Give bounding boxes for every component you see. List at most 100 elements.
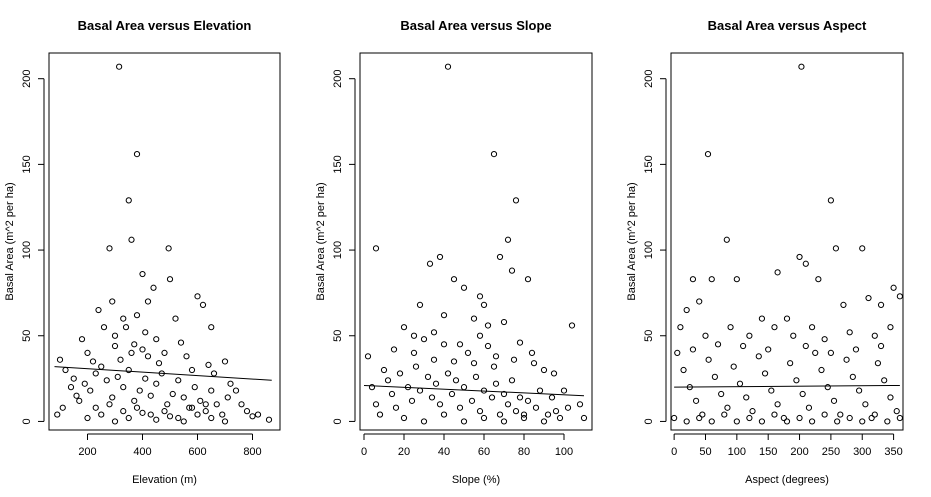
data-point (721, 411, 728, 418)
data-point (186, 404, 193, 411)
data-point (139, 409, 146, 416)
data-point (416, 387, 424, 394)
data-point (56, 356, 64, 363)
data-point (400, 324, 408, 331)
data-point (142, 375, 149, 382)
data-point (430, 356, 438, 363)
x-tick-label: 200 (78, 446, 96, 458)
data-point (213, 401, 220, 408)
data-point (724, 404, 731, 411)
data-point (871, 411, 878, 418)
data-point (460, 284, 468, 291)
data-point (504, 236, 512, 243)
data-point (452, 377, 460, 384)
data-point (372, 245, 380, 252)
data-point (740, 342, 747, 350)
regression-line (363, 384, 585, 397)
x-tick-label: 60 (478, 446, 490, 458)
data-point (771, 324, 778, 331)
data-point (128, 236, 135, 243)
data-point (122, 324, 130, 331)
data-point (202, 401, 209, 408)
data-point (837, 411, 844, 418)
data-point (153, 416, 160, 423)
data-point (150, 284, 157, 291)
data-point (67, 384, 75, 391)
data-point (508, 377, 516, 384)
data-point (205, 361, 212, 368)
data-point (723, 236, 730, 243)
y-axis-label: Basal Area (m^2 per ha) (315, 182, 327, 300)
data-point (87, 387, 94, 394)
data-point (460, 418, 468, 425)
data-point (476, 332, 484, 339)
data-point (488, 394, 496, 401)
data-point (128, 349, 135, 356)
data-point (840, 301, 847, 309)
data-point (824, 384, 831, 391)
data-point (410, 349, 418, 356)
data-point (714, 341, 722, 348)
data-point (692, 397, 700, 404)
data-point (468, 397, 476, 404)
data-point (76, 397, 83, 404)
data-point (556, 414, 564, 422)
data-point (430, 329, 438, 336)
data-point (865, 294, 872, 302)
data-point (540, 418, 548, 425)
x-tick-label: 800 (243, 446, 261, 458)
data-point (768, 387, 775, 394)
data-point (100, 324, 108, 331)
data-point (802, 260, 809, 267)
data-point (576, 401, 584, 408)
x-tick-label: 20 (398, 446, 410, 458)
data-point (161, 349, 168, 356)
data-point (568, 322, 576, 329)
data-point (544, 411, 552, 418)
x-tick-label: 80 (518, 446, 530, 458)
y-tick-label: 200 (643, 70, 655, 88)
data-point (580, 414, 588, 422)
data-point (552, 408, 560, 415)
data-point (818, 366, 825, 374)
data-point (680, 366, 687, 374)
data-point (749, 408, 756, 415)
x-tick-label: 600 (188, 446, 206, 458)
data-point (238, 401, 245, 408)
data-point (859, 245, 866, 252)
data-point (480, 414, 488, 422)
data-point (208, 387, 215, 394)
y-tick-label: 150 (643, 155, 655, 173)
data-point (221, 358, 229, 365)
data-point (746, 414, 753, 422)
data-point (70, 375, 77, 382)
data-point (834, 418, 841, 425)
data-point (106, 245, 113, 252)
data-point (444, 370, 452, 377)
data-point (139, 346, 146, 353)
plot-frame (670, 52, 904, 431)
data-point (440, 312, 448, 319)
data-point (490, 151, 498, 158)
data-point (689, 276, 697, 283)
x-tick-label: 250 (822, 446, 840, 458)
y-tick-label: 100 (332, 241, 344, 259)
data-point (144, 353, 152, 360)
data-point (221, 418, 229, 425)
plot-frame (359, 52, 593, 431)
data-point (59, 404, 66, 411)
chart-panel-2: Basal Area versus Slope 0 20 40 60 80 100 Slope… (315, 18, 593, 486)
data-point (420, 336, 428, 343)
data-point (440, 411, 448, 418)
data-point (133, 312, 141, 319)
data-point (92, 370, 99, 377)
data-point (743, 394, 750, 401)
data-point (62, 366, 69, 374)
data-point (490, 363, 498, 370)
y-tick-label: 100 (21, 241, 33, 259)
data-point (512, 408, 520, 415)
y-axis-label: Basal Area (m^2 per ha) (4, 182, 16, 300)
data-point (194, 411, 201, 418)
x-axis-label: Slope (%) (452, 474, 500, 486)
data-point (727, 324, 734, 331)
